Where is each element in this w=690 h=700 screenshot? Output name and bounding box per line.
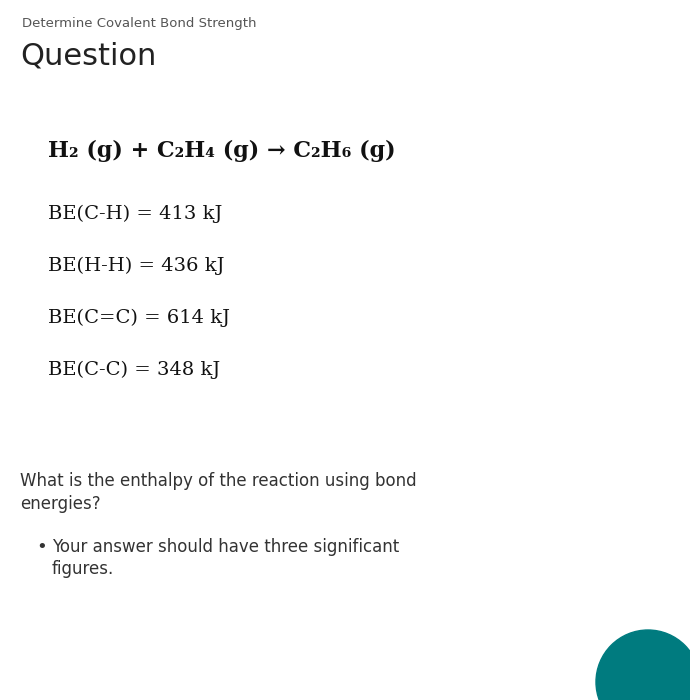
Text: What is the enthalpy of the reaction using bond: What is the enthalpy of the reaction usi… xyxy=(20,472,417,490)
Text: Your answer should have three significant: Your answer should have three significan… xyxy=(52,538,400,556)
Circle shape xyxy=(596,630,690,700)
Text: figures.: figures. xyxy=(52,560,115,578)
Text: •: • xyxy=(36,538,47,556)
Text: BE(C-H) = 413 kJ: BE(C-H) = 413 kJ xyxy=(48,205,222,223)
Text: BE(C=C) = 614 kJ: BE(C=C) = 614 kJ xyxy=(48,309,230,328)
Text: Determine Covalent Bond Strength: Determine Covalent Bond Strength xyxy=(22,17,257,30)
Text: Question: Question xyxy=(20,42,157,71)
Text: BE(C-C) = 348 kJ: BE(C-C) = 348 kJ xyxy=(48,361,220,379)
Text: BE(H-H) = 436 kJ: BE(H-H) = 436 kJ xyxy=(48,257,224,275)
Text: energies?: energies? xyxy=(20,495,101,513)
Text: H₂ (g) + C₂H₄ (g) → C₂H₆ (g): H₂ (g) + C₂H₄ (g) → C₂H₆ (g) xyxy=(48,140,395,162)
